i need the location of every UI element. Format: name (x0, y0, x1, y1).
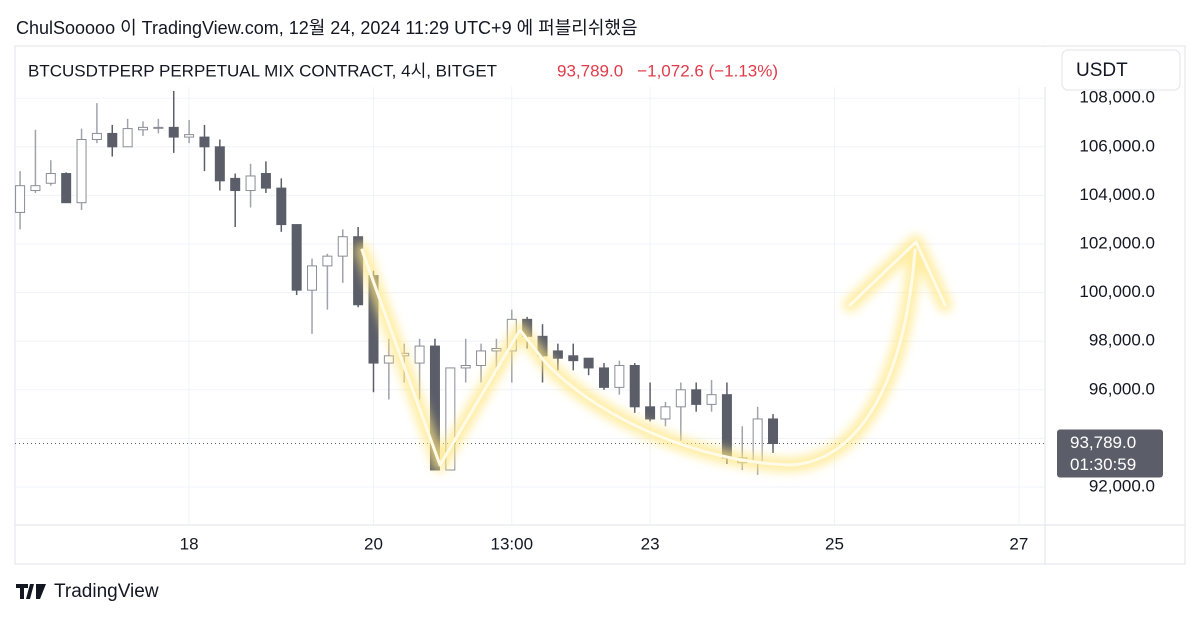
tradingview-logo (16, 584, 46, 599)
candle-body (245, 175, 256, 192)
candle-body (660, 406, 671, 420)
candle-body (153, 126, 164, 129)
brand: TradingView (54, 581, 159, 602)
candle-body (491, 347, 502, 352)
header-band (16, 47, 1046, 87)
y-tick-label: 108,000.0 (1079, 88, 1155, 107)
candle-body (476, 350, 487, 367)
candle-body (45, 173, 56, 184)
symbol-title: BTCUSDTPERP PERPETUAL MIX CONTRACT, 4시, … (28, 61, 497, 80)
candle-body (383, 355, 394, 364)
y-tick-label: 104,000.0 (1079, 185, 1155, 204)
x-tick-label: 23 (641, 534, 660, 553)
currency-button[interactable] (1061, 49, 1181, 91)
price-label: 93,789.0 (1070, 433, 1136, 452)
y-tick-label: 100,000.0 (1079, 282, 1155, 301)
y-tick-label: 106,000.0 (1079, 136, 1155, 155)
candle-body (445, 367, 456, 471)
y-tick-label: 102,000.0 (1079, 233, 1155, 252)
candle-body (552, 350, 563, 359)
x-tick-label: 25 (825, 534, 844, 553)
y-tick-label: 92,000.0 (1089, 476, 1155, 495)
price-change: −1,072.6 (−1.13%) (637, 61, 778, 80)
candle-body (122, 128, 133, 148)
annotation-drawing (355, 235, 952, 472)
x-tick-label: 18 (180, 534, 199, 553)
currency-label[interactable]: USDT (1076, 60, 1128, 81)
candle-body (168, 126, 179, 138)
candle-body (583, 357, 594, 369)
candle-body (768, 418, 779, 445)
price-label-box (1057, 429, 1163, 478)
candle-body (691, 389, 702, 405)
attribution: ChulSooooo 이 TradingView.com, 12월 24, 20… (16, 18, 638, 38)
candle-body (675, 389, 686, 408)
candle-body (721, 394, 732, 459)
candle-body (414, 345, 425, 364)
candle-body (76, 139, 87, 204)
candle-body (214, 146, 225, 182)
x-tick-label: 20 (364, 534, 383, 553)
candle-body (61, 173, 72, 204)
y-tick-label: 96,000.0 (1089, 379, 1155, 398)
candle-body (322, 255, 333, 267)
x-tick-label: 27 (1009, 534, 1028, 553)
last-price: 93,789.0 (557, 61, 623, 80)
candle-body (15, 185, 26, 213)
candle-body (276, 187, 287, 226)
chart-frame (14, 45, 1186, 565)
candle-body (598, 367, 609, 388)
candle-body (429, 345, 440, 471)
candle-body (568, 355, 579, 362)
candle-body (645, 406, 656, 420)
x-tick-label: 13:00 (491, 534, 534, 553)
candle-body (199, 136, 210, 148)
candle-body (307, 265, 318, 291)
candle-body (107, 132, 118, 148)
countdown: 01:30:59 (1070, 455, 1136, 474)
candle-body (614, 365, 625, 388)
y-tick-label: 98,000.0 (1089, 331, 1155, 350)
candle-body (138, 126, 149, 131)
candle-body (291, 224, 302, 291)
candle-body (91, 132, 102, 141)
candle-body (30, 185, 41, 192)
candle-body (337, 236, 348, 257)
drawn-arrow (360, 240, 947, 467)
candle-body (184, 134, 195, 138)
candle-body (460, 365, 471, 369)
candle-body (629, 365, 640, 408)
candle-body (260, 173, 271, 189)
candle-body (230, 177, 241, 192)
candle-body (706, 394, 717, 405)
